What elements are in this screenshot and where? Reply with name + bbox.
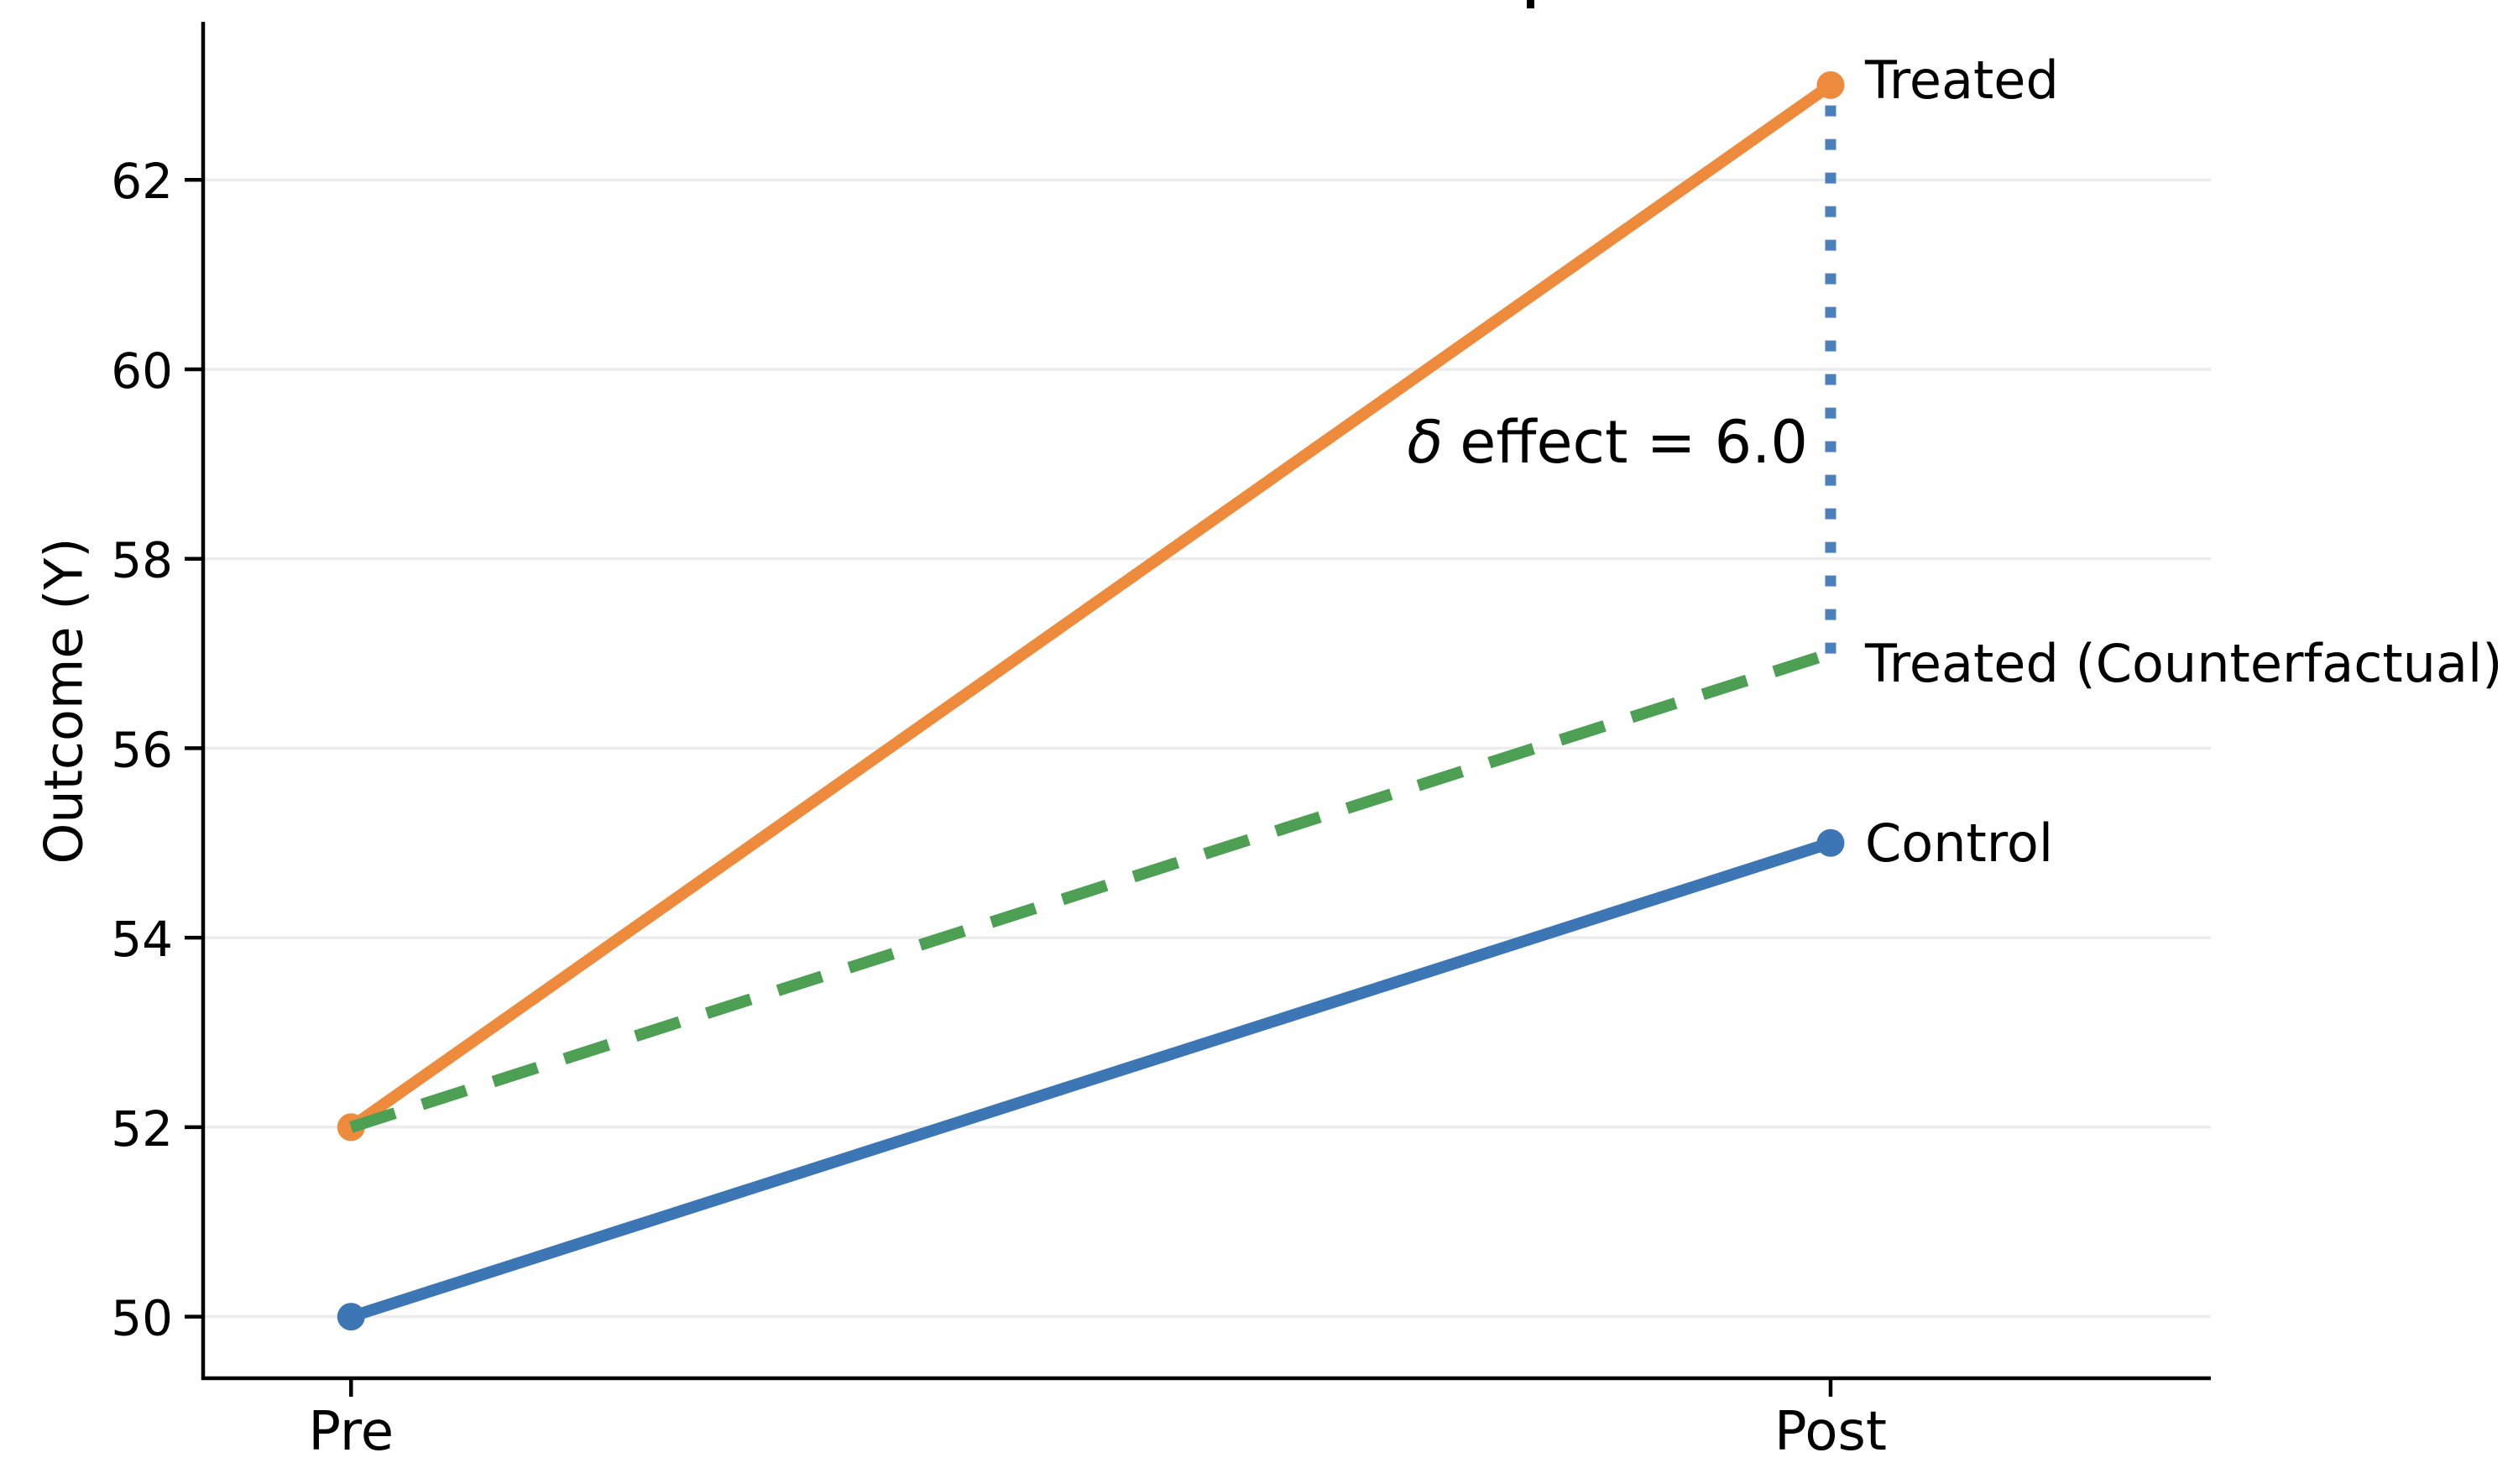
axes-spines-ticks xyxy=(185,22,2211,1397)
treated-line xyxy=(347,80,1835,1132)
y-tick-label: 50 xyxy=(111,1290,173,1347)
effect-annotation: δ effect = 6.0 xyxy=(1407,408,1808,477)
y-tick-label: 54 xyxy=(111,911,173,968)
y-tick-label: 58 xyxy=(111,532,173,589)
series-end-label: Control xyxy=(1865,813,2053,874)
control-line xyxy=(349,837,1833,1323)
effect-annotation-text: effect = 6.0 xyxy=(1460,408,1808,477)
y-tick-label: 52 xyxy=(111,1100,173,1157)
y-tick-label: 56 xyxy=(111,721,173,778)
series-end-label: Treated (Counterfactual) xyxy=(1864,633,2502,694)
y-tick-label: 62 xyxy=(111,153,173,210)
y-axis-label: Outcome (Y) xyxy=(34,538,95,865)
control-marker xyxy=(337,1303,365,1331)
gridlines xyxy=(203,178,2211,1319)
clipped-title-descender-fragment xyxy=(1527,0,1534,8)
treated-marker xyxy=(1816,71,1845,99)
treated-counterfactual--line xyxy=(349,647,1833,1133)
x-tick-label: Post xyxy=(1774,1401,1887,1463)
series-end-label: Treated xyxy=(1864,50,2059,111)
control-marker xyxy=(1816,828,1845,857)
labels-group: 50 52 54 56 58 60 62 Pre Post Outcome (Y) Control T… xyxy=(34,50,2503,1463)
y-tick-label: 60 xyxy=(111,342,173,400)
x-tick-label: Pre xyxy=(308,1401,394,1463)
series-group xyxy=(337,71,1845,1331)
delta-symbol: δ xyxy=(1407,408,1443,477)
